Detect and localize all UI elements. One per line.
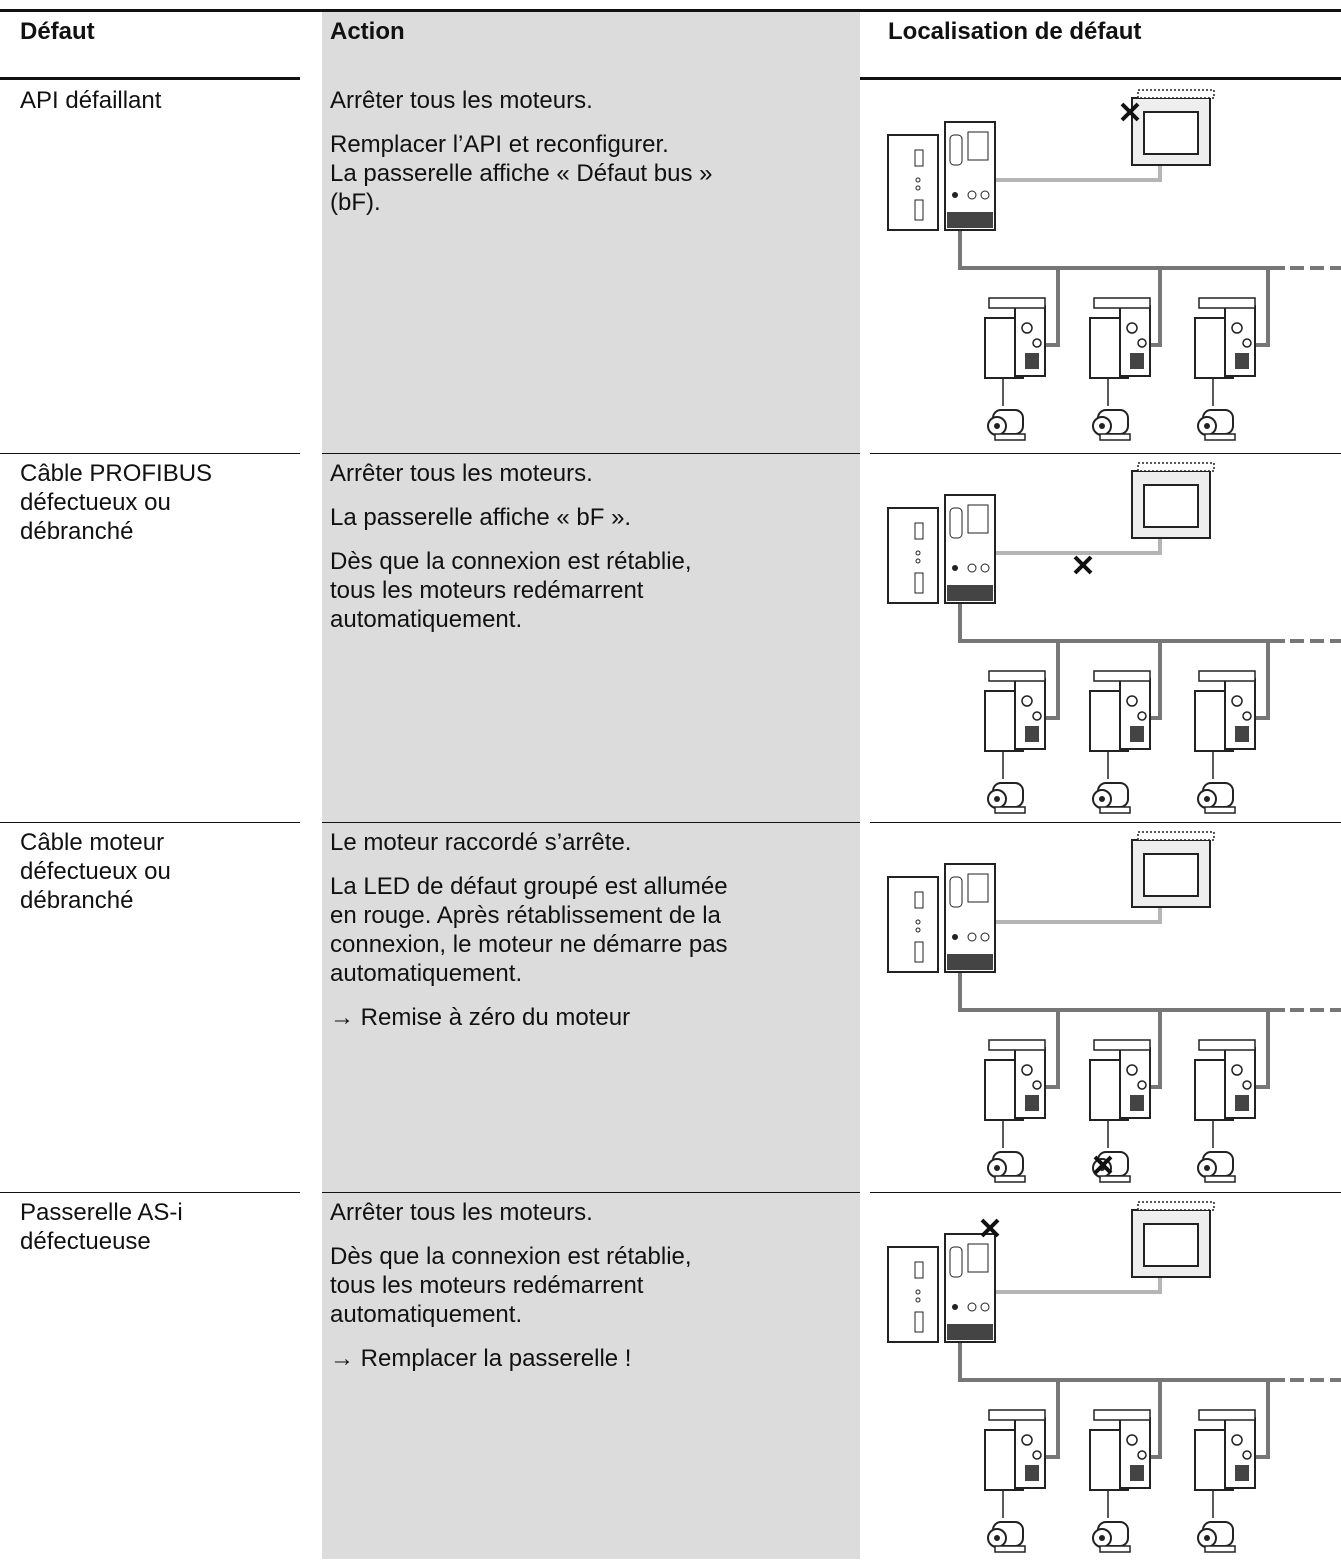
action-paragraph: Remplacer l’API et reconfigurer. La pass…	[330, 131, 713, 216]
action-paragraph: La LED de défaut groupé est allumée en r…	[330, 873, 728, 987]
action-paragraph: Arrêter tous les moteurs.	[330, 1199, 593, 1226]
fault-diagram	[870, 1192, 1341, 1562]
row-rule	[0, 1192, 300, 1193]
network-drawing	[888, 832, 1341, 1182]
row-rule	[870, 822, 1341, 823]
action-column	[322, 10, 860, 1559]
fault-cell: API défaillant	[20, 87, 162, 114]
header-rule	[0, 77, 300, 80]
action-cell: Arrêter tous les moteurs. Dès que la conn…	[330, 1198, 855, 1388]
fault-diagram	[870, 80, 1341, 450]
action-paragraph: → Remplacer la passerelle !	[330, 1345, 632, 1372]
action-paragraph: Arrêter tous les moteurs.	[330, 460, 593, 487]
action-paragraph: Dès que la connexion est rétablie, tous …	[330, 548, 692, 633]
network-drawing	[888, 90, 1341, 440]
fault-cell: Câble moteur défectueux ou débranché	[20, 829, 171, 914]
row-rule	[0, 822, 300, 823]
action-cell: Arrêter tous les moteurs. La passerelle a…	[330, 459, 855, 649]
fault-mark	[1073, 555, 1093, 575]
action-cell: Arrêter tous les moteurs. Remplacer l’API…	[330, 86, 855, 232]
action-paragraph: → Remise à zéro du moteur	[330, 1004, 631, 1031]
header-rule	[860, 77, 1341, 80]
action-paragraph: Arrêter tous les moteurs.	[330, 87, 593, 114]
row-rule	[0, 453, 300, 454]
action-paragraph: La passerelle affiche « bF ».	[330, 504, 632, 531]
row-rule	[322, 453, 860, 454]
action-paragraph: Dès que la connexion est rétablie, tous …	[330, 1243, 692, 1328]
header-cell: Localisation de défaut	[888, 18, 1142, 45]
row-rule	[322, 822, 860, 823]
action-cell: Le moteur raccordé s’arrête. La LED de dé…	[330, 828, 855, 1047]
network-drawing	[888, 1202, 1341, 1552]
header-cell: Action	[330, 18, 405, 45]
fault-cell: Câble PROFIBUS défectueux ou débranché	[20, 460, 213, 545]
row-rule	[322, 1192, 860, 1193]
row-rule	[870, 453, 1341, 454]
top-rule	[0, 9, 1341, 12]
fault-diagram	[870, 453, 1341, 823]
row-rule	[870, 1192, 1341, 1193]
fault-cell: Passerelle AS-i défectueuse	[20, 1199, 183, 1255]
header-cell: Défaut	[20, 18, 95, 45]
action-paragraph: Le moteur raccordé s’arrête.	[330, 829, 632, 856]
fault-diagram	[870, 822, 1341, 1192]
network-drawing	[888, 463, 1341, 813]
